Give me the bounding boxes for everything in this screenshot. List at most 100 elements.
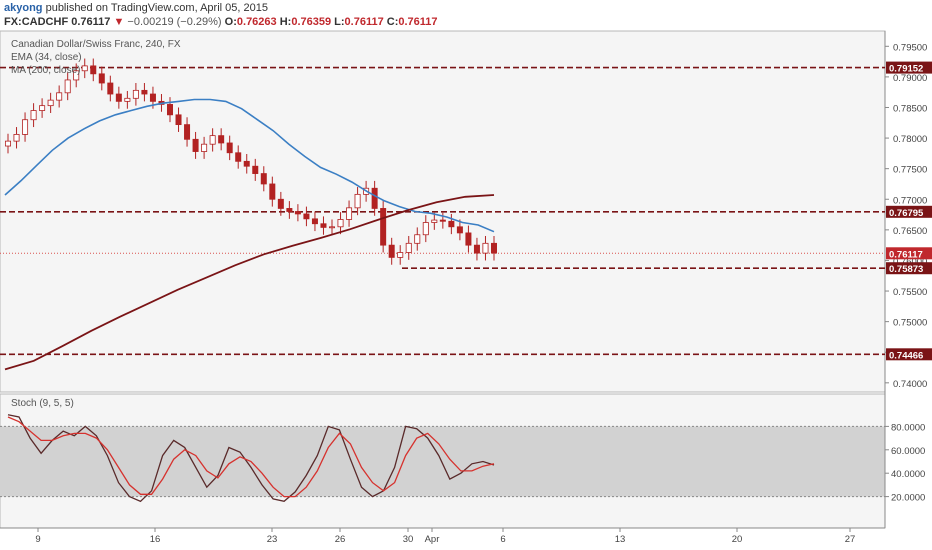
candle-body: [192, 138, 199, 152]
symbol-info-line: FX:CADCHF 0.76117 ▼ −0.00219 (−0.29%) O:…: [4, 16, 438, 28]
high-label: H:: [279, 16, 292, 28]
open-label: O:: [224, 16, 237, 28]
candle-body: [90, 65, 97, 75]
stoch-tick-label: 40.0000: [891, 469, 925, 480]
time-tick-label: 9: [35, 534, 40, 545]
price-tag: [886, 61, 932, 74]
time-tick-label: 16: [150, 534, 161, 545]
candle-body: [380, 208, 387, 246]
price-tag-label: 0.76795: [889, 208, 924, 219]
candle-body: [141, 89, 148, 95]
candle-body: [13, 134, 20, 142]
candle-body: [277, 198, 284, 209]
candle-body: [439, 219, 446, 222]
candle-body: [209, 135, 216, 145]
candle-body: [465, 232, 472, 246]
stoch-legend: Stoch (9, 5, 5): [11, 397, 74, 410]
published-text: published on TradingView.com, April 05, …: [45, 2, 268, 14]
price-tick-label: 0.77500: [893, 165, 927, 176]
price-tick-label: 0.79500: [893, 42, 927, 53]
candle-body: [354, 193, 361, 209]
legend-ema: EMA (34, close): [11, 52, 82, 63]
candle-body: [218, 135, 225, 144]
price-tag-label: 0.79152: [889, 64, 923, 75]
price-tick-label: 0.75500: [893, 287, 927, 298]
candle-body: [201, 143, 208, 152]
last-price: 0.76117: [71, 16, 111, 28]
candle-body: [303, 213, 310, 220]
candle-body: [405, 242, 412, 253]
candle-body: [115, 93, 122, 102]
candle-body: [252, 165, 259, 174]
candle-body: [397, 252, 404, 258]
price-axis-bg: [885, 31, 932, 528]
price-tick-label: 0.77000: [893, 195, 927, 206]
close-value: 0.76117: [398, 16, 438, 28]
time-tick-label: 23: [267, 534, 278, 545]
time-tick-label: Apr: [425, 534, 440, 545]
candle-body: [286, 208, 293, 212]
candle-body: [81, 65, 88, 72]
candle-body: [98, 73, 105, 84]
stoch-d-line: [7, 416, 495, 498]
price-tag-label: 0.75873: [889, 264, 923, 275]
time-tick-label: 30: [403, 534, 414, 545]
time-tick-label: 20: [732, 534, 743, 545]
publish-line: akyong published on TradingView.com, Apr…: [4, 2, 268, 14]
candle-body: [5, 140, 11, 147]
low-label: L:: [334, 16, 345, 28]
price-tick-label: 0.76000: [893, 256, 927, 267]
candle-body: [346, 207, 353, 220]
candle-body: [422, 222, 429, 236]
ema-line: [4, 98, 495, 233]
stoch-tick-label: 80.0000: [891, 422, 925, 433]
ma-line: [4, 194, 495, 371]
price-change: −0.00219 (−0.29%): [127, 16, 222, 28]
open-value: 0.76263: [236, 16, 277, 28]
low-value: 0.76117: [344, 16, 384, 28]
candle-body: [490, 242, 497, 254]
price-tick-label: 0.78500: [893, 103, 927, 114]
legend-ma: MA (200, close): [11, 65, 81, 76]
candle-body: [149, 93, 156, 102]
candle-body: [311, 218, 318, 225]
candle-body: [431, 219, 438, 223]
price-tick-label: 0.76500: [893, 226, 927, 237]
candle-body: [107, 82, 114, 95]
candle-body: [456, 226, 463, 234]
candle-body: [260, 173, 267, 185]
stoch-k-line: [7, 414, 495, 503]
close-label: C:: [386, 16, 399, 28]
candle-body: [414, 234, 421, 244]
stoch-band: [0, 426, 885, 497]
time-tick-label: 27: [845, 534, 856, 545]
time-tick-label: 26: [335, 534, 346, 545]
price-tag-label: 0.76117: [889, 249, 923, 260]
down-arrow-icon: ▼: [113, 16, 125, 28]
symbol-name[interactable]: FX:CADCHF: [4, 16, 69, 28]
candle-body: [473, 244, 480, 254]
stoch-tick-label: 60.0000: [891, 446, 925, 457]
candle-body: [269, 183, 276, 200]
candle-body: [448, 220, 455, 228]
candle-body: [124, 97, 131, 102]
legend-stoch: Stoch (9, 5, 5): [11, 398, 74, 409]
candle-body: [337, 219, 344, 228]
price-tick-label: 0.74000: [893, 379, 927, 390]
high-value: 0.76359: [291, 16, 332, 28]
price-tag: [886, 262, 932, 275]
price-tag: [886, 348, 932, 361]
time-tick-label: 6: [500, 534, 505, 545]
price-tag-label: 0.74466: [889, 350, 923, 361]
candle-body: [294, 211, 301, 215]
candle-body: [184, 124, 191, 140]
price-tag: [886, 205, 932, 218]
time-tick-label: 13: [615, 534, 626, 545]
candle-body: [22, 119, 29, 135]
candle-body: [132, 89, 139, 99]
candle-body: [56, 92, 63, 101]
author-link[interactable]: akyong: [4, 2, 43, 14]
price-tick-label: 0.79000: [893, 73, 927, 84]
candle-body: [320, 223, 327, 228]
